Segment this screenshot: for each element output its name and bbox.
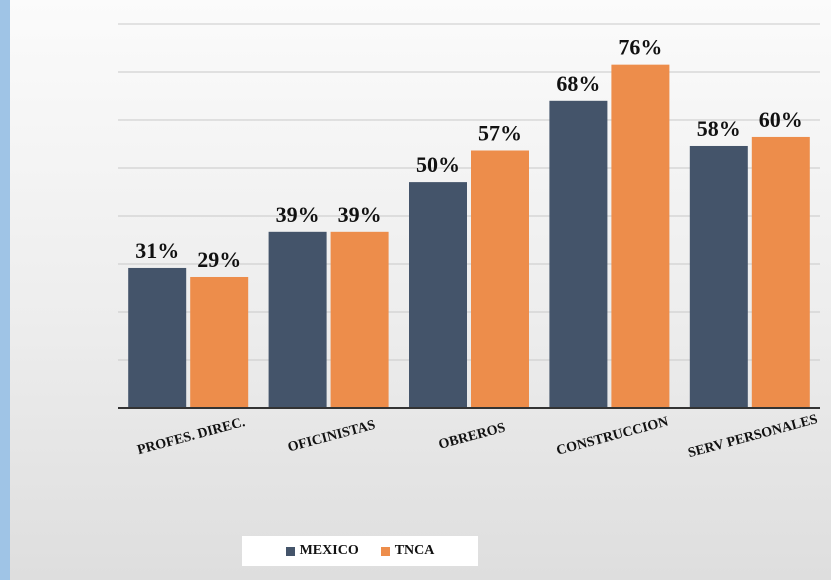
category-label-2: OFICINISTAS — [286, 418, 377, 456]
bar-tnca-3 — [471, 150, 529, 408]
chart-frame: 31% 29% PROFES. DIREC. 39% 39% OFICINISTAS 50%… — [10, 0, 831, 580]
legend-label-tnca: TNCA — [394, 543, 435, 558]
data-label-mexico-4: 68% — [556, 71, 600, 96]
data-label-mexico-2: 39% — [276, 202, 320, 227]
category-label-4: CONSTRUCCION — [555, 414, 670, 458]
legend: MEXICO TNCA — [242, 536, 478, 566]
bar-tnca-2 — [330, 231, 389, 408]
bar-mexico-1 — [128, 267, 187, 408]
bar-tnca-1 — [190, 276, 249, 408]
data-label-tnca-1: 29% — [197, 247, 241, 272]
category-label-1: PROFES. DIREC. — [136, 415, 247, 458]
data-label-mexico-1: 31% — [135, 238, 179, 263]
legend-item-mexico: MEXICO — [285, 543, 359, 559]
data-label-tnca-2: 39% — [338, 202, 382, 227]
bar-mexico-5 — [689, 145, 748, 408]
data-label-mexico-5: 58% — [697, 116, 741, 141]
legend-label-mexico: MEXICO — [299, 543, 359, 558]
bar-mexico-4 — [549, 100, 608, 409]
legend-swatch-tnca — [380, 546, 390, 556]
bar-mexico-3 — [409, 182, 467, 408]
category-label-5: SERV PERSONALES — [686, 412, 819, 461]
bar-mexico-2 — [268, 231, 327, 408]
legend-item-tnca: TNCA — [380, 543, 435, 559]
data-label-mexico-3: 50% — [416, 152, 460, 177]
data-label-tnca-4: 76% — [618, 35, 662, 60]
bar-tnca-4 — [611, 64, 670, 409]
category-label-3: OBREROS — [437, 420, 507, 452]
bar-tnca-5 — [751, 136, 810, 409]
legend-swatch-mexico — [285, 546, 295, 556]
data-label-tnca-3: 57% — [478, 120, 522, 145]
data-label-tnca-5: 60% — [759, 107, 803, 132]
bar-chart: 31% 29% PROFES. DIREC. 39% 39% OFICINISTAS 50%… — [118, 23, 820, 461]
